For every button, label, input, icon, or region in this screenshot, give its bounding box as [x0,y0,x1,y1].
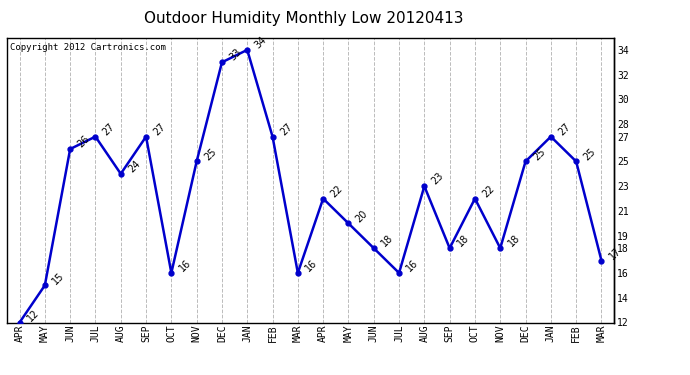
Text: 12: 12 [25,307,41,323]
Text: 25: 25 [531,146,547,162]
Text: 27: 27 [556,122,572,137]
Text: 27: 27 [152,122,168,137]
Text: 25: 25 [582,146,598,162]
Text: 33: 33 [228,47,244,63]
Text: Outdoor Humidity Monthly Low 20120413: Outdoor Humidity Monthly Low 20120413 [144,11,464,26]
Text: 18: 18 [506,233,522,249]
Text: 20: 20 [354,208,370,224]
Text: 16: 16 [404,258,420,273]
Text: 16: 16 [304,258,319,273]
Text: 18: 18 [380,233,395,249]
Text: 25: 25 [202,146,218,162]
Text: 27: 27 [278,122,294,137]
Text: 16: 16 [177,258,193,273]
Text: 18: 18 [455,233,471,249]
Text: 27: 27 [101,122,117,137]
Text: Copyright 2012 Cartronics.com: Copyright 2012 Cartronics.com [10,43,166,52]
Text: 22: 22 [328,183,344,199]
Text: 24: 24 [126,159,142,174]
Text: 34: 34 [253,35,268,51]
Text: 23: 23 [430,171,446,187]
Text: 26: 26 [76,134,92,150]
Text: 17: 17 [607,245,623,261]
Text: 15: 15 [50,270,66,286]
Text: 22: 22 [480,183,496,199]
